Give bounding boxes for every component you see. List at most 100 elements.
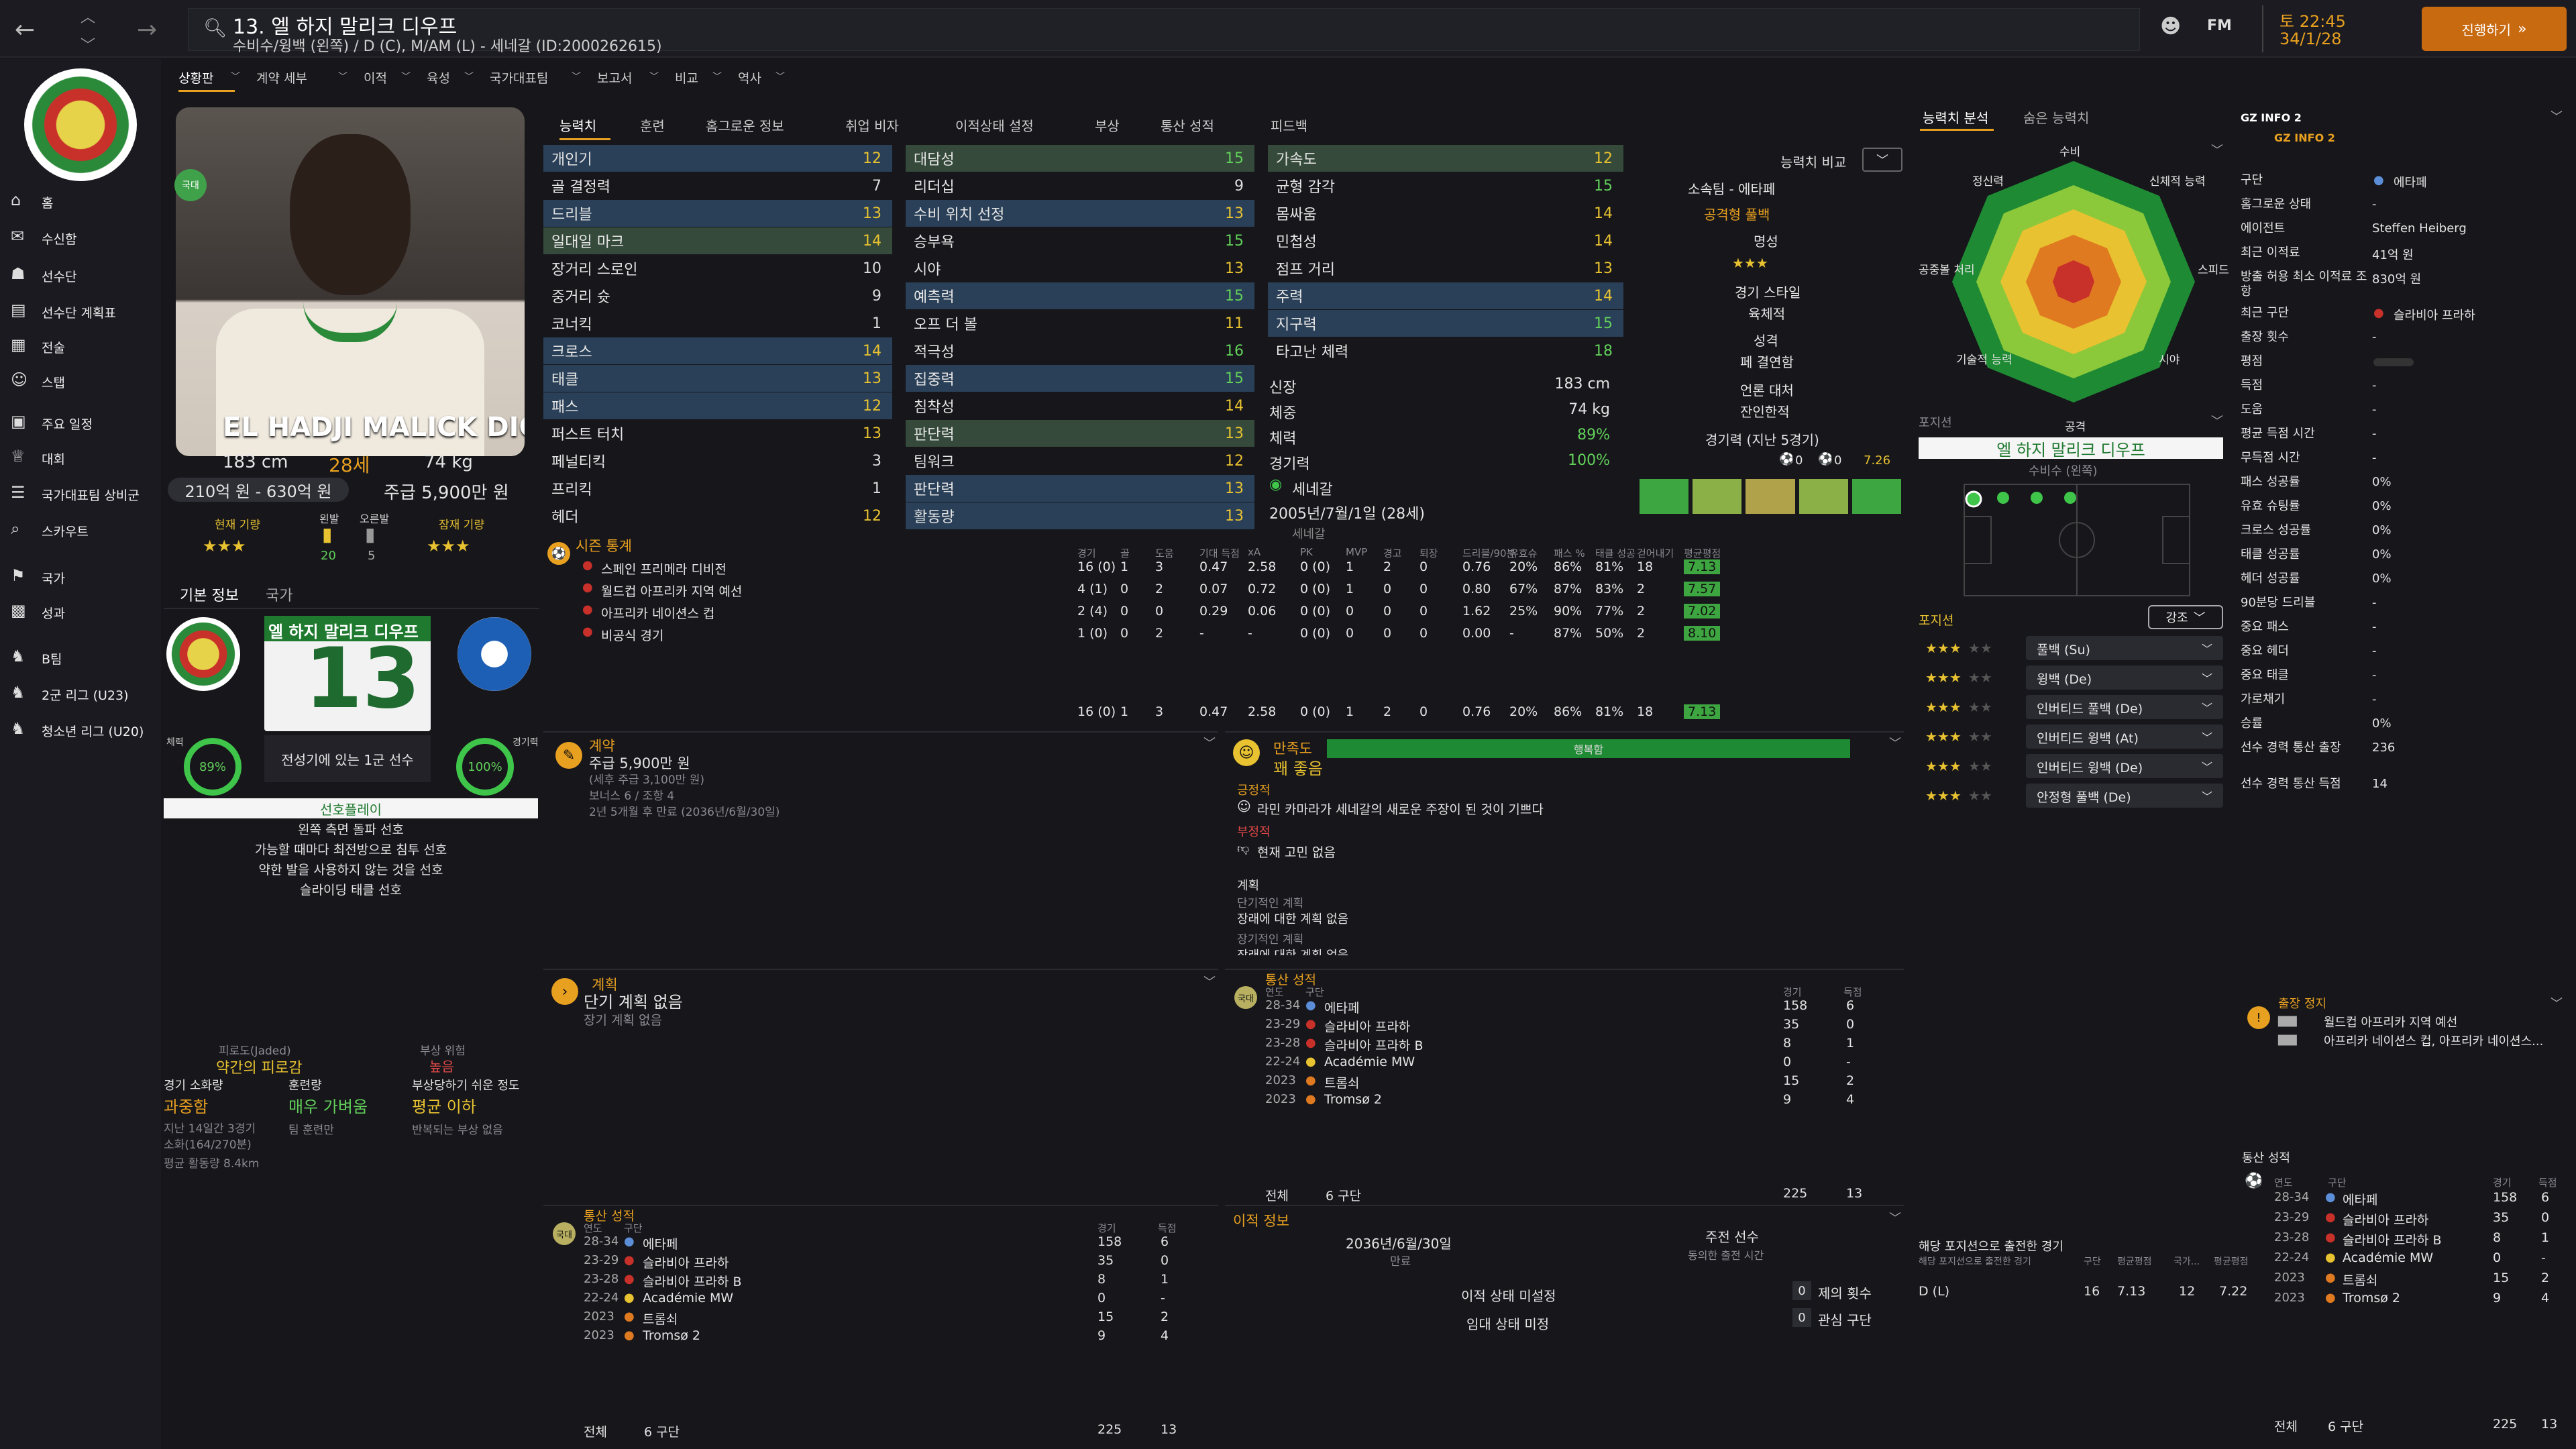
season-header-cell[interactable]: 걷어내기 bbox=[1637, 547, 1674, 559]
nav-item[interactable]: ♞ 2군 리그 (U23) bbox=[0, 679, 161, 708]
career-club[interactable]: 슬라비아 프라하 bbox=[2343, 1213, 2429, 1228]
attribute-row[interactable]: 몸싸움 14 bbox=[1268, 200, 1623, 227]
role-dropdown[interactable]: 안정형 풀백 (De) ﹀ bbox=[2026, 784, 2223, 808]
season-header-cell[interactable]: PK bbox=[1300, 546, 1313, 558]
plans-expand-icon[interactable]: ﹀ bbox=[1203, 975, 1216, 989]
nav-item[interactable]: ⌕ 스카우트 bbox=[0, 515, 161, 545]
transfer-title[interactable]: 이적 정보 bbox=[1233, 1213, 1289, 1229]
attribute-row[interactable]: 시야 13 bbox=[906, 255, 1254, 282]
attribute-row[interactable]: 퍼스트 터치 13 bbox=[543, 420, 892, 447]
attr-tab[interactable]: 능력치 bbox=[559, 111, 631, 141]
subtab[interactable]: 국가대표팀 ﹀ bbox=[490, 66, 589, 90]
tab-hidden-attributes[interactable]: 숨은 능력치 bbox=[2023, 110, 2090, 126]
contract-expand-icon[interactable]: ﹀ bbox=[1203, 737, 1216, 751]
attribute-row[interactable]: 코너킥 1 bbox=[543, 310, 892, 337]
attribute-row[interactable]: 헤더 12 bbox=[543, 502, 892, 529]
attr-tab[interactable]: 통산 성적 bbox=[1161, 111, 1261, 141]
nav-item[interactable]: ✉ 수신함 bbox=[0, 223, 161, 252]
career-club[interactable]: 슬라비아 프라하 B bbox=[643, 1275, 742, 1289]
career-club[interactable]: 슬라비아 프라하 bbox=[1324, 1020, 1411, 1034]
role-dropdown[interactable]: 풀백 (Su) ﹀ bbox=[2026, 636, 2223, 660]
attribute-row[interactable]: 프리킥 1 bbox=[543, 475, 892, 502]
nav-item[interactable]: ▣ 주요 일정 bbox=[0, 408, 161, 437]
season-header-cell[interactable]: 골 bbox=[1120, 547, 1130, 559]
attribute-row[interactable]: 대담성 15 bbox=[906, 145, 1254, 172]
season-header-cell[interactable]: 평균평점 bbox=[1684, 547, 1721, 559]
tab-nation[interactable]: 국가 bbox=[266, 588, 293, 604]
nav-item[interactable]: ☗ 선수단 bbox=[0, 260, 161, 290]
career-club[interactable]: 트롬쇠 bbox=[1324, 1076, 1360, 1091]
analysis-expand-icon[interactable]: ﹀ bbox=[2211, 144, 2223, 158]
subtab[interactable]: 계약 세부 ﹀ bbox=[256, 66, 356, 90]
attribute-row[interactable]: 중거리 슛 9 bbox=[543, 282, 892, 309]
subtab[interactable]: 역사 ﹀ bbox=[738, 66, 793, 90]
roles-title[interactable]: 포지션 bbox=[1919, 613, 1954, 628]
nav-item[interactable]: ▦ 전술 bbox=[0, 331, 161, 361]
career-club[interactable]: 에타페 bbox=[643, 1237, 678, 1252]
attribute-row[interactable]: 예측력 15 bbox=[906, 282, 1254, 309]
attribute-row[interactable]: 침착성 14 bbox=[906, 392, 1254, 419]
career-title[interactable]: 통산 성적 bbox=[2242, 1151, 2290, 1165]
season-header-cell[interactable]: 경고 bbox=[1383, 547, 1402, 559]
subtab[interactable]: 비교 ﹀ bbox=[675, 66, 730, 90]
season-header-cell[interactable]: 기대 득점 bbox=[1199, 547, 1240, 559]
season-row[interactable]: ● 월드컵 아프리카 지역 예선 4 (1) 0 2 0.07 0.72 0 (0) 1 0 0 0.… bbox=[543, 579, 1905, 599]
continue-button[interactable]: 진행하기» bbox=[2422, 7, 2567, 51]
nav-item[interactable]: ☰ 국가대표팀 상비군 bbox=[0, 479, 161, 508]
season-header-cell[interactable]: MVP bbox=[1346, 546, 1368, 558]
season-row[interactable]: ● 비공식 경기 1 (0) 0 2 - - 0 (0) 0 0 0 0.00 - 87% 50% 2 8.10 bbox=[543, 623, 1905, 643]
highlight-dropdown[interactable]: 강조 ﹀ bbox=[2148, 605, 2223, 629]
attribute-row[interactable]: 일대일 마크 14 bbox=[543, 227, 892, 254]
season-header-cell[interactable]: xA bbox=[1248, 546, 1261, 558]
transfer-expand-icon[interactable]: ﹀ bbox=[1889, 1212, 1901, 1226]
suspension-expand-icon[interactable]: ﹀ bbox=[2551, 997, 2563, 1011]
subtab[interactable]: 보고서 ﹀ bbox=[597, 66, 667, 90]
attribute-row[interactable]: 집중력 15 bbox=[906, 365, 1254, 392]
nav-item[interactable]: ♞ 청소년 리그 (U20) bbox=[0, 715, 161, 745]
fm-logo[interactable]: FM bbox=[2207, 17, 2232, 34]
attribute-row[interactable]: 민첩성 14 bbox=[1268, 227, 1623, 254]
attribute-row[interactable]: 승부욕 15 bbox=[906, 227, 1254, 254]
tab-basic-info[interactable]: 기본 정보 bbox=[180, 588, 239, 604]
season-header-cell[interactable]: 도움 bbox=[1155, 547, 1174, 559]
attribute-row[interactable]: 점프 거리 13 bbox=[1268, 255, 1623, 282]
attribute-row[interactable]: 팀워크 12 bbox=[906, 447, 1254, 474]
happiness-title[interactable]: 만족도 bbox=[1273, 741, 1312, 757]
attr-tab[interactable]: 이적상태 설정 bbox=[955, 111, 1085, 141]
career-title[interactable]: 통산 성적 bbox=[584, 1209, 635, 1224]
nav-item[interactable]: ▤ 선수단 계획표 bbox=[0, 297, 161, 326]
role-dropdown[interactable]: 인버티드 윙백 (At) ﹀ bbox=[2026, 724, 2223, 749]
search-box[interactable]: 🔍︎ 13. 엘 하지 말리크 디우프 수비수/윙백 (왼쪽) / D (C),… bbox=[188, 8, 2140, 55]
attribute-row[interactable]: 균형 감각 15 bbox=[1268, 172, 1623, 199]
career-club[interactable]: 트롬쇠 bbox=[2343, 1273, 2378, 1288]
attr-tab[interactable]: 피드백 bbox=[1271, 111, 1342, 141]
career-club[interactable]: Académie MW bbox=[2343, 1250, 2434, 1265]
season-header-cell[interactable]: 드리블/90분 bbox=[1462, 547, 1516, 559]
subtab[interactable]: 육성 ﹀ bbox=[427, 66, 482, 90]
career-club[interactable]: Académie MW bbox=[1324, 1055, 1415, 1069]
season-header-cell[interactable]: 유효슈 bbox=[1509, 547, 1538, 559]
attribute-row[interactable]: 리더십 9 bbox=[906, 172, 1254, 199]
happiness-expand-icon[interactable]: ﹀ bbox=[1889, 737, 1901, 751]
attribute-row[interactable]: 활동량 13 bbox=[906, 502, 1254, 529]
career-club[interactable]: Tromsø 2 bbox=[2343, 1291, 2400, 1305]
nav-item[interactable]: ♕ 대회 bbox=[0, 443, 161, 472]
career-club[interactable]: 에타페 bbox=[1324, 1001, 1360, 1016]
date-box[interactable]: 토 22:45 34/1/28 bbox=[2262, 5, 2410, 52]
career-club[interactable]: Académie MW bbox=[643, 1291, 734, 1305]
attribute-row[interactable]: 판단력 13 bbox=[906, 475, 1254, 502]
season-header-cell[interactable]: 경기 bbox=[1077, 547, 1096, 559]
user-icon[interactable]: ☻ bbox=[2160, 15, 2182, 38]
role-dropdown[interactable]: 인버티드 풀백 (De) ﹀ bbox=[2026, 695, 2223, 719]
attribute-row[interactable]: 페널티킥 3 bbox=[543, 447, 892, 474]
attr-tab[interactable]: 취업 비자 bbox=[845, 111, 946, 141]
gz-subtitle[interactable]: GZ INFO 2 bbox=[2274, 131, 2335, 144]
attribute-row[interactable]: 수비 위치 선정 13 bbox=[906, 200, 1254, 227]
attribute-row[interactable]: 가속도 12 bbox=[1268, 145, 1623, 172]
compare-dropdown[interactable]: ﹀ bbox=[1862, 148, 1902, 172]
career-club[interactable]: 슬라비아 프라하 B bbox=[2343, 1233, 2442, 1248]
attribute-row[interactable]: 오프 더 볼 11 bbox=[906, 310, 1254, 337]
subtab[interactable]: 상황판 ﹀ bbox=[178, 66, 248, 92]
career-club[interactable]: Tromsø 2 bbox=[1324, 1092, 1382, 1107]
attribute-row[interactable]: 판단력 13 bbox=[906, 420, 1254, 447]
